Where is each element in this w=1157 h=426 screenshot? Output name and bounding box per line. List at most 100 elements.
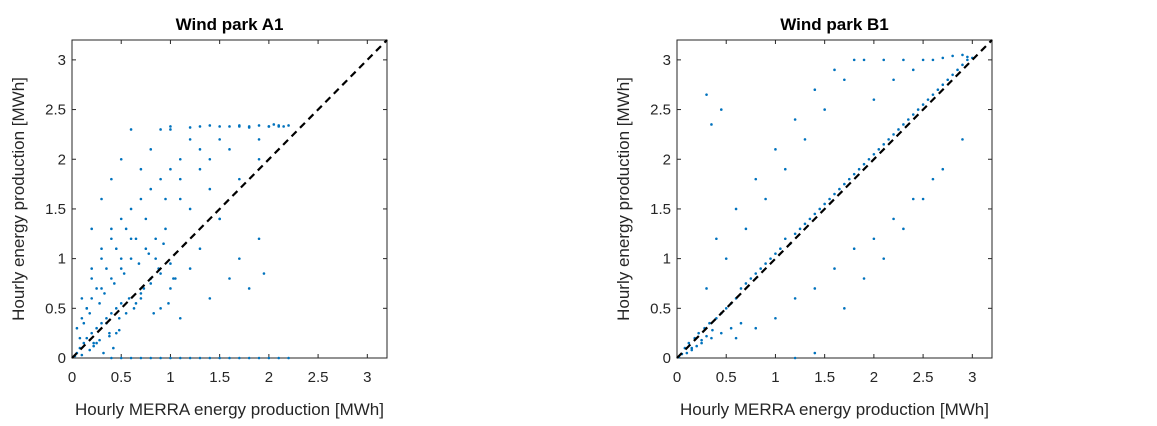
data-point <box>114 331 118 335</box>
data-point <box>167 302 170 305</box>
data-point <box>700 341 703 345</box>
data-point <box>907 118 910 121</box>
data-point <box>710 123 713 126</box>
data-point <box>119 217 123 221</box>
data-point <box>85 307 89 310</box>
data-point <box>262 272 266 275</box>
data-point <box>823 202 826 206</box>
data-point <box>774 316 777 320</box>
data-point <box>82 341 86 345</box>
data-point <box>833 192 836 196</box>
data-point <box>134 237 138 241</box>
data-point <box>169 125 172 128</box>
data-point <box>911 113 915 116</box>
data-point <box>129 128 133 131</box>
data-point <box>164 227 167 231</box>
data-point <box>951 54 954 58</box>
data-point <box>941 167 945 171</box>
data-point <box>700 338 703 342</box>
y-axis-label-a1: Hourly energy production [MWh] <box>9 77 28 321</box>
x-tick-label: 1.5 <box>209 369 230 386</box>
data-point <box>247 356 251 360</box>
data-point <box>100 197 103 201</box>
data-point <box>188 207 192 211</box>
data-point <box>882 58 886 62</box>
x-tick-label: 0.5 <box>111 369 132 386</box>
data-point <box>813 351 817 355</box>
x-axis-label-b1: Hourly MERRA energy production [MWh] <box>680 400 989 419</box>
data-point <box>108 334 111 338</box>
x-tick-label: 3 <box>363 369 371 386</box>
data-point <box>911 68 915 72</box>
data-point <box>90 277 93 280</box>
data-point <box>872 237 876 241</box>
data-point <box>813 212 817 216</box>
x-tick-label: 0 <box>68 369 76 386</box>
data-point <box>798 227 802 231</box>
data-point <box>139 292 143 295</box>
data-point <box>98 338 101 342</box>
data-point <box>159 177 162 181</box>
data-point <box>88 311 92 315</box>
chart-title-a1: Wind park A1 <box>176 15 284 34</box>
data-point <box>174 277 177 280</box>
data-point <box>892 217 895 221</box>
data-point <box>178 356 182 360</box>
data-point <box>724 257 728 260</box>
data-point <box>744 227 748 231</box>
data-point <box>100 247 103 250</box>
data-point <box>852 172 856 176</box>
data-point <box>198 356 202 360</box>
data-point <box>198 167 202 171</box>
data-point <box>238 177 241 181</box>
data-point <box>287 124 290 127</box>
x-tick-label: 0.5 <box>716 369 737 386</box>
data-point <box>916 108 920 111</box>
data-point <box>238 356 241 360</box>
data-point <box>287 356 290 360</box>
data-point <box>892 133 895 136</box>
data-point <box>783 237 787 241</box>
data-point <box>739 321 743 325</box>
data-point <box>78 336 82 340</box>
x-tick-label: 2 <box>870 369 878 386</box>
data-point <box>719 108 723 111</box>
data-point <box>257 138 261 141</box>
data-point <box>188 356 192 360</box>
data-point <box>100 321 103 325</box>
data-point <box>90 267 93 270</box>
data-point <box>159 128 162 131</box>
data-point <box>178 316 182 320</box>
data-point <box>164 197 167 201</box>
data-point <box>833 68 836 72</box>
data-point <box>257 237 261 241</box>
x-tick-label: 2.5 <box>308 369 329 386</box>
data-point <box>946 78 950 82</box>
data-point <box>119 257 123 260</box>
data-point <box>208 356 212 360</box>
data-point <box>119 356 123 360</box>
data-point <box>169 287 172 290</box>
data-point <box>124 311 128 315</box>
data-point <box>95 326 98 330</box>
data-point <box>198 125 202 128</box>
data-point <box>152 311 156 315</box>
reference-line <box>71 39 388 359</box>
points-a1 <box>73 123 290 360</box>
reference-line-b1 <box>676 39 993 359</box>
data-point <box>149 187 153 191</box>
data-point <box>697 331 700 335</box>
data-point <box>793 232 797 236</box>
data-point <box>708 321 711 325</box>
data-point <box>257 124 261 127</box>
data-point <box>238 124 241 127</box>
data-point <box>892 78 895 82</box>
data-point <box>149 282 153 285</box>
data-point <box>882 257 886 260</box>
y-tick-label: 0.5 <box>45 300 66 317</box>
data-point <box>257 356 261 360</box>
data-point <box>695 344 698 348</box>
data-point <box>931 93 935 96</box>
data-point <box>862 277 866 280</box>
data-point <box>80 353 84 357</box>
